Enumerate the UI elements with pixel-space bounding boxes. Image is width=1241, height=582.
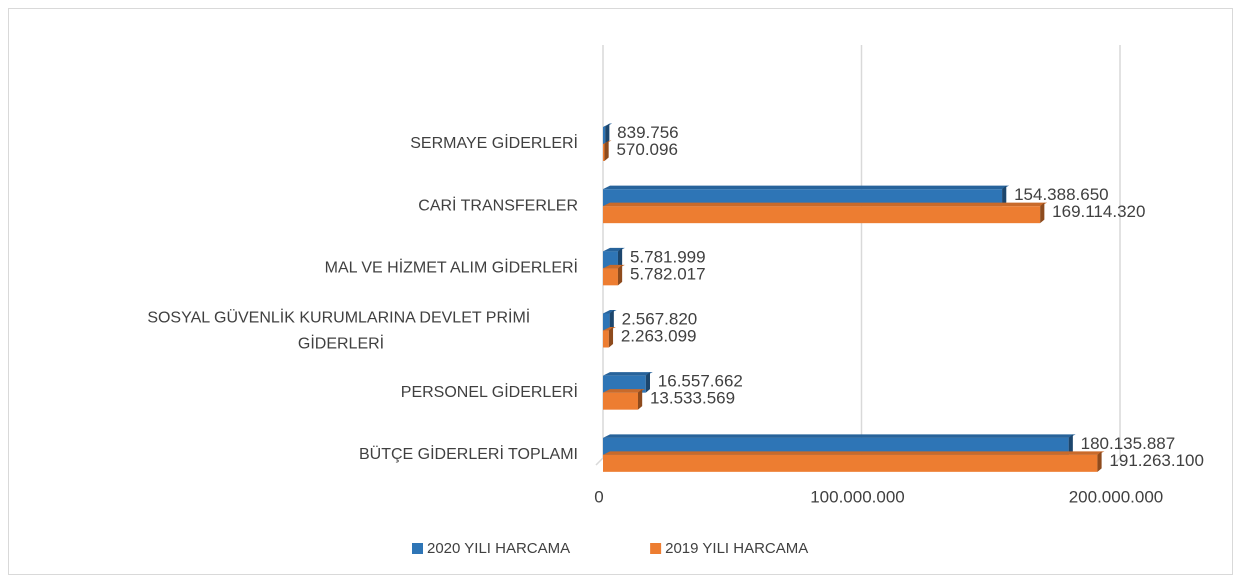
category-label: BÜTÇE GİDERLERİ TOPLAMI bbox=[359, 444, 578, 463]
value-label: 5.782.017 bbox=[630, 264, 706, 283]
bar-top bbox=[603, 372, 653, 376]
bar bbox=[603, 313, 610, 331]
value-label: 5.781.999 bbox=[630, 247, 706, 266]
legend-label: 2020 YILI HARCAMA bbox=[427, 540, 570, 557]
bar bbox=[603, 144, 605, 161]
value-label: 191.263.100 bbox=[1109, 451, 1204, 470]
category-label: SERMAYE GİDERLERİ bbox=[410, 133, 578, 152]
value-label: 169.114.320 bbox=[1052, 202, 1145, 221]
x-tick-label: 200.000.000 bbox=[1069, 487, 1164, 506]
bar-side bbox=[617, 264, 623, 286]
bar bbox=[603, 251, 618, 269]
bar-side bbox=[645, 372, 651, 393]
legend-swatch bbox=[412, 543, 423, 554]
bar-side bbox=[608, 327, 614, 348]
bar-side bbox=[609, 310, 614, 331]
bar-side bbox=[637, 389, 643, 410]
bar-side bbox=[1002, 185, 1007, 207]
legend-swatch bbox=[650, 543, 662, 554]
bar bbox=[603, 454, 1098, 472]
bar bbox=[603, 392, 638, 410]
x-tick-label: 0 bbox=[594, 487, 603, 506]
bar-side bbox=[605, 123, 610, 144]
chart-frame bbox=[8, 8, 1233, 575]
legend-label: 2019 YILI HARCAMA bbox=[665, 540, 808, 557]
bar-side bbox=[604, 140, 609, 161]
bar bbox=[603, 330, 609, 348]
bar-top bbox=[603, 434, 1076, 438]
bar bbox=[603, 189, 1003, 207]
x-tick-label: 100.000.000 bbox=[810, 487, 905, 506]
bar-side bbox=[1040, 202, 1045, 224]
bar-side bbox=[617, 247, 623, 269]
bar bbox=[603, 127, 606, 144]
category-label: MAL VE HİZMET ALIM GİDERLERİ bbox=[325, 258, 578, 277]
grid-line bbox=[1112, 45, 1121, 466]
value-label: 180.135.887 bbox=[1081, 434, 1176, 453]
value-label: 2.567.820 bbox=[622, 309, 698, 328]
bar bbox=[603, 206, 1041, 224]
value-label: 13.533.569 bbox=[650, 389, 735, 408]
value-label: 2.263.099 bbox=[621, 326, 697, 345]
value-label: 570.096 bbox=[616, 140, 677, 159]
bar bbox=[603, 268, 618, 286]
category-label: CARİ TRANSFERLER bbox=[418, 195, 578, 214]
value-label: 16.557.662 bbox=[658, 372, 743, 391]
bar bbox=[603, 437, 1069, 455]
category-label: SOSYAL GÜVENLİK KURUMLARINA DEVLET PRİMİ… bbox=[147, 308, 534, 353]
value-label: 154.388.650 bbox=[1014, 185, 1109, 204]
bar-side bbox=[1068, 434, 1073, 455]
bar-top bbox=[603, 451, 1105, 455]
bar-side bbox=[1097, 451, 1102, 472]
value-label: 839.756 bbox=[617, 123, 678, 142]
bar bbox=[603, 375, 646, 393]
bar-top bbox=[603, 389, 645, 393]
bar-top bbox=[603, 185, 1010, 190]
bar-top bbox=[603, 202, 1048, 207]
category-label: PERSONEL GİDERLERİ bbox=[401, 382, 578, 401]
